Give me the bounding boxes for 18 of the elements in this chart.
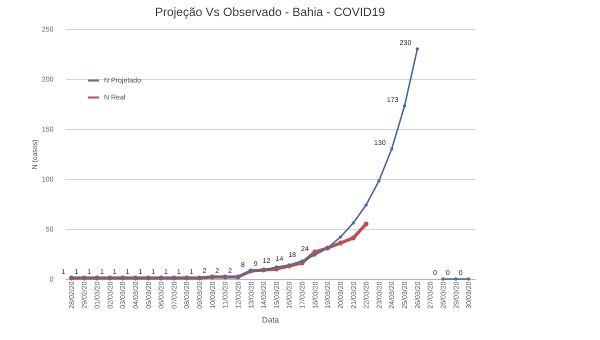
- point: [377, 179, 380, 183]
- point: [364, 203, 368, 207]
- point: [402, 104, 406, 108]
- point: [274, 265, 278, 269]
- point: [338, 235, 342, 239]
- chart-title: Projeção Vs Observado - Bahia - COVID19: [154, 5, 386, 19]
- point: [467, 277, 470, 281]
- point: [441, 277, 445, 281]
- point: [352, 221, 355, 225]
- point: [390, 147, 394, 151]
- point: [364, 222, 369, 226]
- point: [338, 240, 343, 246]
- point: [300, 259, 304, 263]
- point: [416, 47, 419, 51]
- point: [454, 277, 458, 281]
- point: [350, 236, 356, 240]
- point: [313, 253, 316, 257]
- x-axis-title: Data: [262, 316, 280, 325]
